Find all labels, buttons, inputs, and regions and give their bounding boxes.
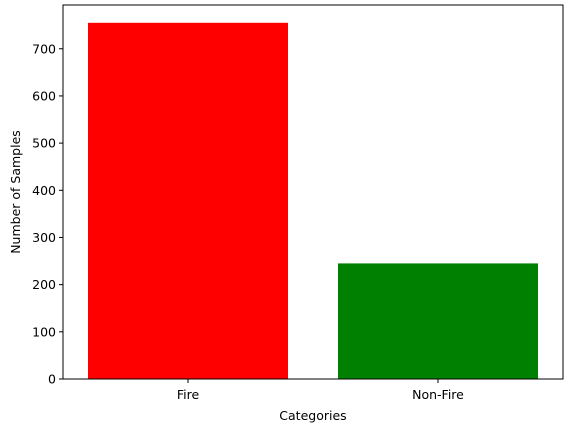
y-tick-label: 300	[32, 230, 56, 245]
x-tick-label: Non-Fire	[412, 387, 464, 402]
x-tick-label: Fire	[177, 387, 200, 402]
plot-area-frame	[62, 4, 564, 380]
x-axis: Fire Non-Fire	[177, 379, 464, 402]
y-tick-label: 700	[32, 41, 56, 56]
y-axis: 0 100 200 300 400 500 600 700	[32, 41, 63, 387]
bars-group	[88, 22, 538, 380]
y-tick-label: 600	[32, 88, 56, 103]
y-tick-label: 0	[48, 372, 56, 387]
y-tick-label: 100	[32, 324, 56, 339]
bar-non-fire	[338, 263, 538, 379]
y-axis-label: Number of Samples	[8, 130, 23, 254]
x-axis-label: Categories	[279, 408, 346, 423]
y-tick-label: 500	[32, 136, 56, 151]
y-tick-label: 400	[32, 183, 56, 198]
bar-fire	[88, 22, 288, 380]
y-tick-label: 200	[32, 277, 56, 292]
